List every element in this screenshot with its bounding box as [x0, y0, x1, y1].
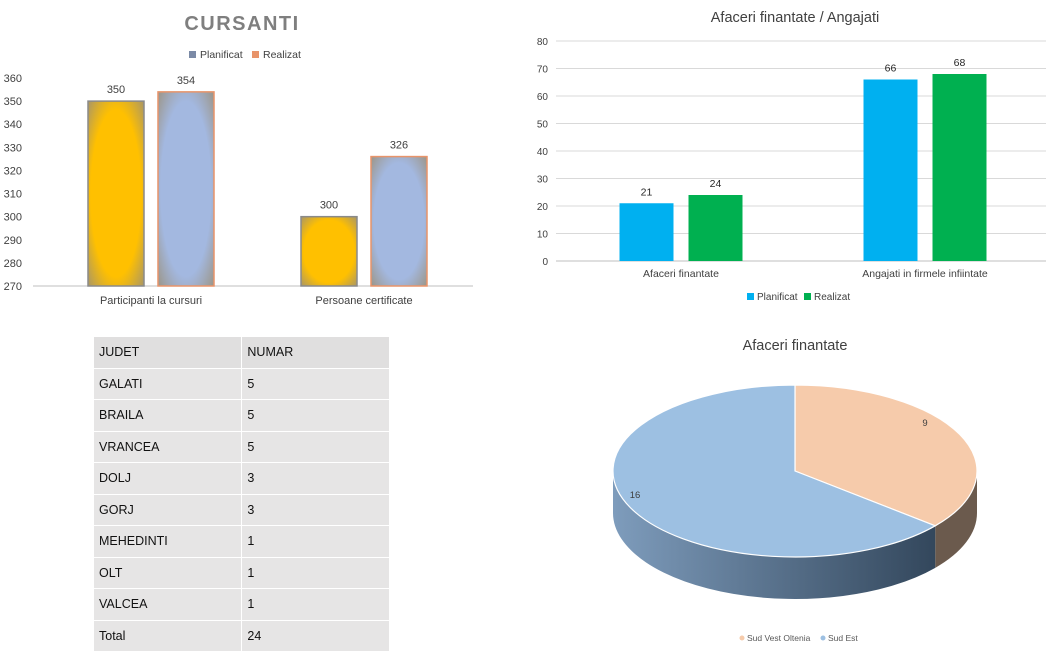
table-row: GORJ 3 [94, 494, 390, 526]
pie-slice-sud-vest-oltenia [794, 384, 978, 527]
cell-judet: DOLJ [94, 462, 243, 495]
legend-marker [820, 635, 826, 641]
cell-judet: GORJ [94, 494, 243, 526]
bar-planificat [87, 100, 145, 287]
y-tick-label: 360 [4, 73, 22, 85]
y-tick-label: 30 [537, 175, 549, 186]
chart-title-afaceri-angajati: Afaceri finantate / Angajati [711, 10, 879, 26]
judet-table: JUDET NUMAR GALATI 5 BRAILA 5 VRANCEA 5 DOLJ 3 GOR… [94, 337, 390, 652]
table-row: GALATI 5 [94, 368, 390, 400]
cell-numar: 5 [241, 431, 390, 463]
legend-marker-planificat [189, 51, 196, 58]
y-tick-label: 280 [4, 258, 22, 270]
table-row: OLT 1 [94, 557, 390, 589]
data-label: 300 [320, 200, 338, 212]
bar-realizat [370, 155, 428, 287]
category-label: Persoane certificate [315, 295, 412, 307]
pie-slice-sud-est [612, 384, 937, 558]
cell-judet: VRANCEA [94, 431, 243, 463]
cell-numar: 1 [241, 588, 390, 621]
cell-judet: Total [94, 620, 243, 652]
pie-data-label: 16 [630, 490, 641, 501]
cell-numar: 24 [241, 620, 390, 652]
legend-label: Sud Vest Oltenia [747, 633, 811, 643]
cell-judet: BRAILA [94, 399, 243, 432]
cell-judet: OLT [94, 557, 243, 589]
bar-planificat [300, 215, 358, 287]
data-label: 21 [641, 186, 653, 198]
table-row: MEHEDINTI 1 [94, 525, 390, 558]
legend-label-planificat: Planificat [757, 292, 798, 303]
table-total-row: Total 24 [94, 620, 390, 652]
cell-judet: JUDET [94, 337, 243, 369]
table-header-row: JUDET NUMAR [94, 337, 390, 369]
data-label: 68 [954, 57, 966, 69]
legend-marker-planificat [747, 293, 754, 300]
y-tick-label: 20 [537, 202, 549, 213]
y-tick-label: 290 [4, 235, 22, 247]
cell-numar: 5 [241, 368, 390, 400]
legend-label-realizat: Realizat [263, 49, 301, 61]
y-tick-label: 70 [537, 65, 549, 76]
y-tick-label: 270 [4, 281, 22, 293]
y-tick-label: 310 [4, 189, 22, 201]
cell-numar: 5 [241, 399, 390, 432]
cell-numar: 3 [241, 462, 390, 495]
cell-numar: 1 [241, 525, 390, 558]
legend-marker-realizat [252, 51, 259, 58]
bar-planificat [619, 203, 674, 261]
data-label: 354 [177, 75, 195, 87]
y-tick-label: 80 [537, 37, 549, 48]
bar-planificat [863, 79, 918, 261]
cell-judet: VALCEA [94, 588, 243, 621]
data-label: 66 [885, 63, 897, 75]
y-tick-label: 340 [4, 119, 22, 131]
y-tick-label: 0 [542, 257, 548, 268]
category-label: Angajati in firmele infiintate [862, 268, 988, 280]
legend-label-planificat: Planificat [200, 49, 243, 61]
data-label: 326 [390, 140, 408, 152]
pie-side-sud-est [613, 471, 936, 599]
chart-title-cursanti: CURSANTI [184, 13, 299, 35]
y-tick-label: 300 [4, 212, 22, 224]
legend-marker-realizat [804, 293, 811, 300]
table-row: VALCEA 1 [94, 588, 390, 621]
y-tick-label: 50 [537, 120, 549, 131]
y-tick-label: 330 [4, 142, 22, 154]
y-tick-label: 60 [537, 92, 549, 103]
y-tick-label: 320 [4, 165, 22, 177]
pie-data-label: 9 [922, 418, 927, 429]
cell-judet: GALATI [94, 368, 243, 400]
cell-judet: MEHEDINTI [94, 525, 243, 558]
category-label: Participanti la cursuri [100, 295, 202, 307]
data-label: 24 [710, 178, 722, 190]
legend-label-realizat: Realizat [814, 292, 850, 303]
table-row: DOLJ 3 [94, 462, 390, 495]
table-row: BRAILA 5 [94, 399, 390, 432]
chart-title-pie: Afaceri finantate [743, 338, 848, 354]
y-tick-label: 10 [537, 230, 549, 241]
cell-numar: 1 [241, 557, 390, 589]
bar-realizat [157, 91, 215, 287]
data-label: 350 [107, 84, 125, 96]
y-tick-label: 40 [537, 147, 549, 158]
y-tick-label: 350 [4, 96, 22, 108]
legend-marker [739, 635, 745, 641]
table-row: VRANCEA 5 [94, 431, 390, 463]
legend-label: Sud Est [828, 633, 858, 643]
cell-numar: 3 [241, 494, 390, 526]
category-label: Afaceri finantate [643, 268, 719, 280]
bar-realizat [688, 195, 743, 261]
cell-numar: NUMAR [241, 337, 390, 369]
pie-side-sud-vest-oltenia [935, 471, 977, 568]
bar-realizat [932, 74, 987, 261]
